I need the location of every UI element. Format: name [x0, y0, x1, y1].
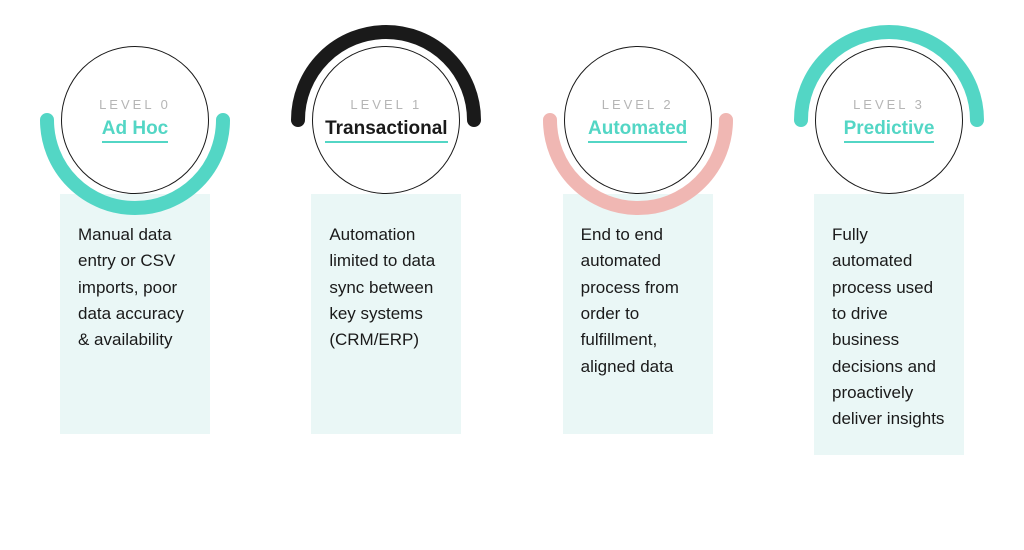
levels-row: LEVEL 0 Ad Hoc Manual data entry or CSV …: [30, 30, 994, 455]
level-3-circle: LEVEL 3 Predictive: [815, 46, 963, 194]
level-2: LEVEL 2 Automated End to end automated p…: [533, 30, 743, 455]
level-3-description: Fully automated process used to drive bu…: [832, 222, 946, 433]
level-2-desc-box: End to end automated process from order …: [563, 194, 713, 434]
level-0-circle-wrap: LEVEL 0 Ad Hoc: [30, 30, 240, 210]
level-0-circle: LEVEL 0 Ad Hoc: [61, 46, 209, 194]
level-1: LEVEL 1 Transactional Automation limited…: [281, 30, 491, 455]
level-1-description: Automation limited to data sync between …: [329, 222, 443, 354]
level-1-title: Transactional: [325, 118, 448, 143]
level-0: LEVEL 0 Ad Hoc Manual data entry or CSV …: [30, 30, 240, 455]
level-1-circle: LEVEL 1 Transactional: [312, 46, 460, 194]
level-3-desc-box: Fully automated process used to drive bu…: [814, 194, 964, 455]
level-0-label: LEVEL 0: [99, 97, 171, 112]
level-2-circle: LEVEL 2 Automated: [564, 46, 712, 194]
level-2-title: Automated: [588, 118, 687, 143]
level-0-desc-box: Manual data entry or CSV imports, poor d…: [60, 194, 210, 434]
level-1-label: LEVEL 1: [350, 97, 422, 112]
level-2-label: LEVEL 2: [602, 97, 674, 112]
level-0-title: Ad Hoc: [102, 118, 169, 143]
level-3-label: LEVEL 3: [853, 97, 925, 112]
level-3-circle-wrap: LEVEL 3 Predictive: [784, 30, 994, 210]
level-0-description: Manual data entry or CSV imports, poor d…: [78, 222, 192, 354]
level-2-description: End to end automated process from order …: [581, 222, 695, 380]
level-2-circle-wrap: LEVEL 2 Automated: [533, 30, 743, 210]
level-3: LEVEL 3 Predictive Fully automated proce…: [784, 30, 994, 455]
level-3-title: Predictive: [844, 118, 935, 143]
level-1-circle-wrap: LEVEL 1 Transactional: [281, 30, 491, 210]
level-1-desc-box: Automation limited to data sync between …: [311, 194, 461, 434]
